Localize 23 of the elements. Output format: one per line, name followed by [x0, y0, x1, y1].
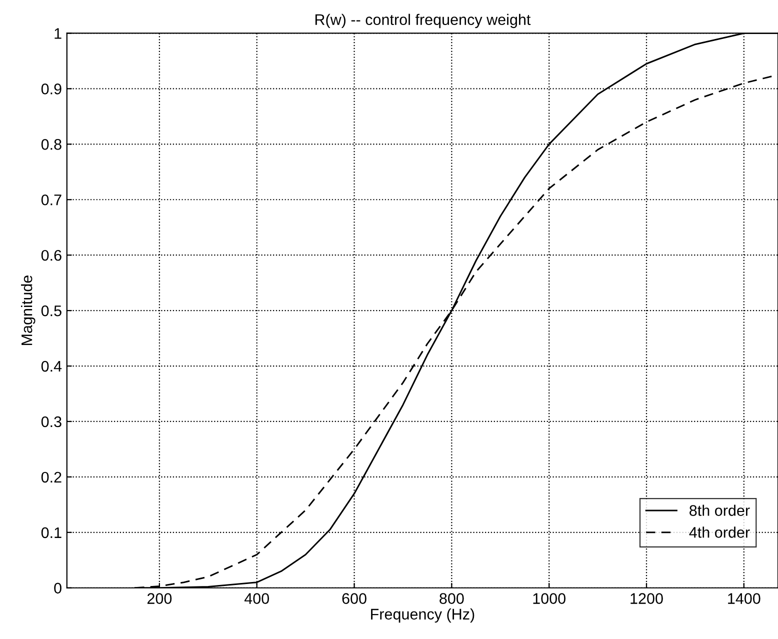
y-tick-label: 0.2	[41, 472, 62, 483]
y-tick-label: 0.8	[41, 139, 62, 150]
y-tick-label: 1	[54, 28, 62, 39]
legend-label: 8th order	[690, 504, 750, 516]
y-tick-label: 0.6	[41, 250, 62, 261]
x-axis-title: Frequency (Hz)	[371, 608, 474, 623]
x-tick-label: 400	[244, 593, 270, 604]
y-tick-label: 0.4	[41, 360, 62, 372]
y-tick-label: 0.3	[41, 416, 62, 428]
x-tick-label: 1200	[630, 593, 663, 604]
y-tick-label: 0.5	[41, 305, 62, 316]
x-tick-label: 600	[342, 593, 366, 604]
x-tick-label: 800	[440, 593, 464, 604]
y-axis-title: Magnitude	[21, 276, 36, 345]
y-tick-label: 0	[54, 582, 62, 594]
y-tick-label: 0.9	[41, 84, 62, 94]
x-tick-label: 1000	[533, 593, 566, 604]
legend-label: 4th order	[689, 526, 750, 538]
x-tick-label: 1400	[728, 593, 760, 604]
y-tick-label: 0.1	[41, 527, 62, 538]
y-tick-label: 0.7	[41, 194, 62, 206]
chart-title: R(w) -- control frequency weight	[315, 14, 531, 28]
x-tick-label: 200	[147, 593, 172, 604]
